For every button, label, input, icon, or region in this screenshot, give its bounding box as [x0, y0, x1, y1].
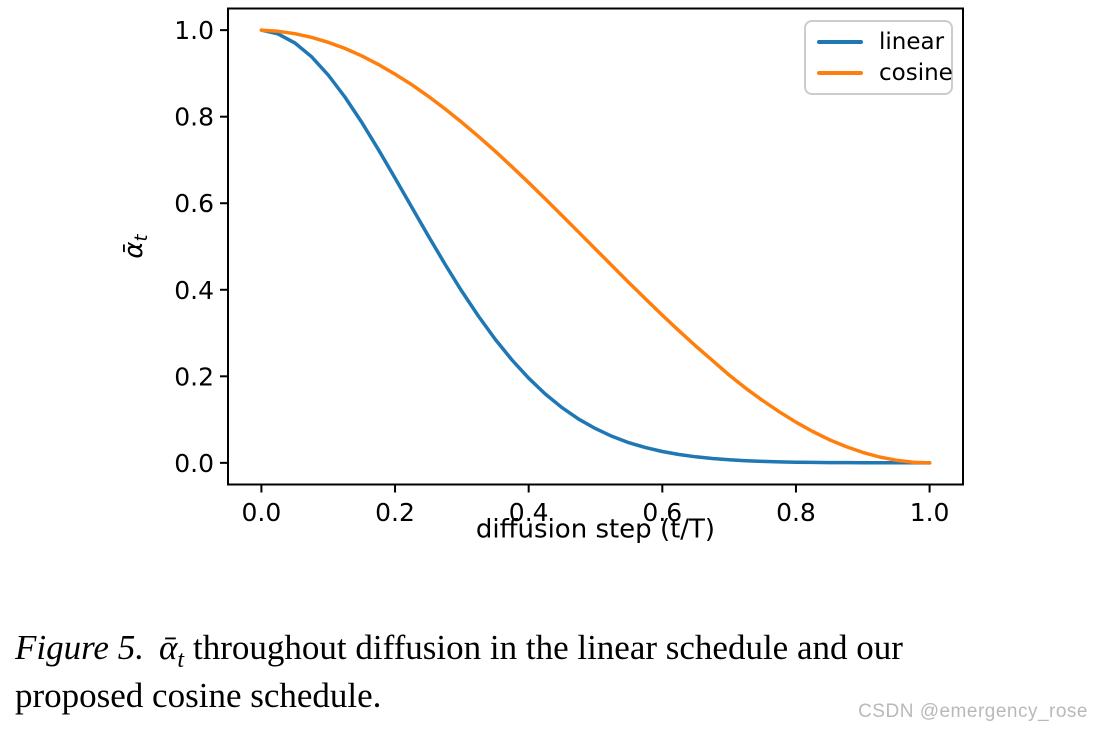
caption-line1: Figure 5. ᾱt throughout diffusion in the l… [15, 628, 903, 673]
legend-line-swatch-linear [817, 40, 863, 44]
legend-entry-cosine: cosine [817, 60, 953, 86]
x-tick-label: 0.0 [242, 498, 282, 527]
y-axis-label: ᾱt [119, 233, 152, 258]
y-tick-label: 0.8 [174, 103, 214, 132]
caption-alpha-bar-symbol: ᾱt [158, 628, 185, 673]
x-tick-label: 1.0 [910, 498, 950, 527]
axes-box [227, 7, 964, 486]
figure-5-plot: 0.0 0.2 0.4 0.6 0.8 1.0 0.0 0.2 0.4 0.6 0.8 1.0 diff… [119, 7, 964, 545]
caption-text-line1: throughout diffusion in the linear sched… [193, 628, 903, 667]
x-tick-label: 0.8 [776, 498, 816, 527]
watermark: CSDN @emergency_rose [858, 701, 1088, 722]
caption-text-line2: proposed cosine schedule. [15, 676, 382, 715]
legend-label-linear: linear [879, 29, 945, 55]
curve-cosine [259, 28, 932, 465]
legend-line-swatch-cosine [817, 71, 863, 75]
chart-canvas: 0.0 0.2 0.4 0.6 0.8 1.0 0.0 0.2 0.4 0.6 0.8 1.0 diff… [119, 7, 964, 545]
y-tick-label: 0.6 [174, 189, 214, 218]
x-tick-label: 0.4 [509, 498, 549, 527]
caption-figure-label: Figure 5. [15, 628, 144, 667]
figure-caption: Figure 5. ᾱt throughout diffusion in the l… [15, 624, 1087, 720]
y-tick-label: 1.0 [174, 16, 214, 45]
x-axis-label: diffusion step (t/T) [476, 515, 715, 545]
legend-entry-linear: linear [817, 29, 944, 55]
curve-linear [259, 28, 932, 465]
y-tick-label: 0.2 [174, 362, 214, 391]
x-tick-label: 0.6 [642, 498, 682, 527]
y-tick-label: 0.4 [174, 276, 214, 305]
legend-label-cosine: cosine [879, 60, 953, 86]
x-tick-label: 0.2 [375, 498, 415, 527]
legend: linear cosine [804, 20, 953, 95]
y-tick-label: 0.0 [174, 449, 214, 478]
